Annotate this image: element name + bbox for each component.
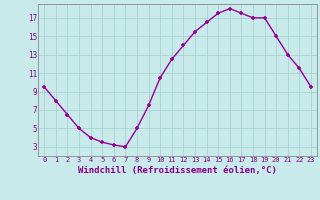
X-axis label: Windchill (Refroidissement éolien,°C): Windchill (Refroidissement éolien,°C)	[78, 166, 277, 175]
